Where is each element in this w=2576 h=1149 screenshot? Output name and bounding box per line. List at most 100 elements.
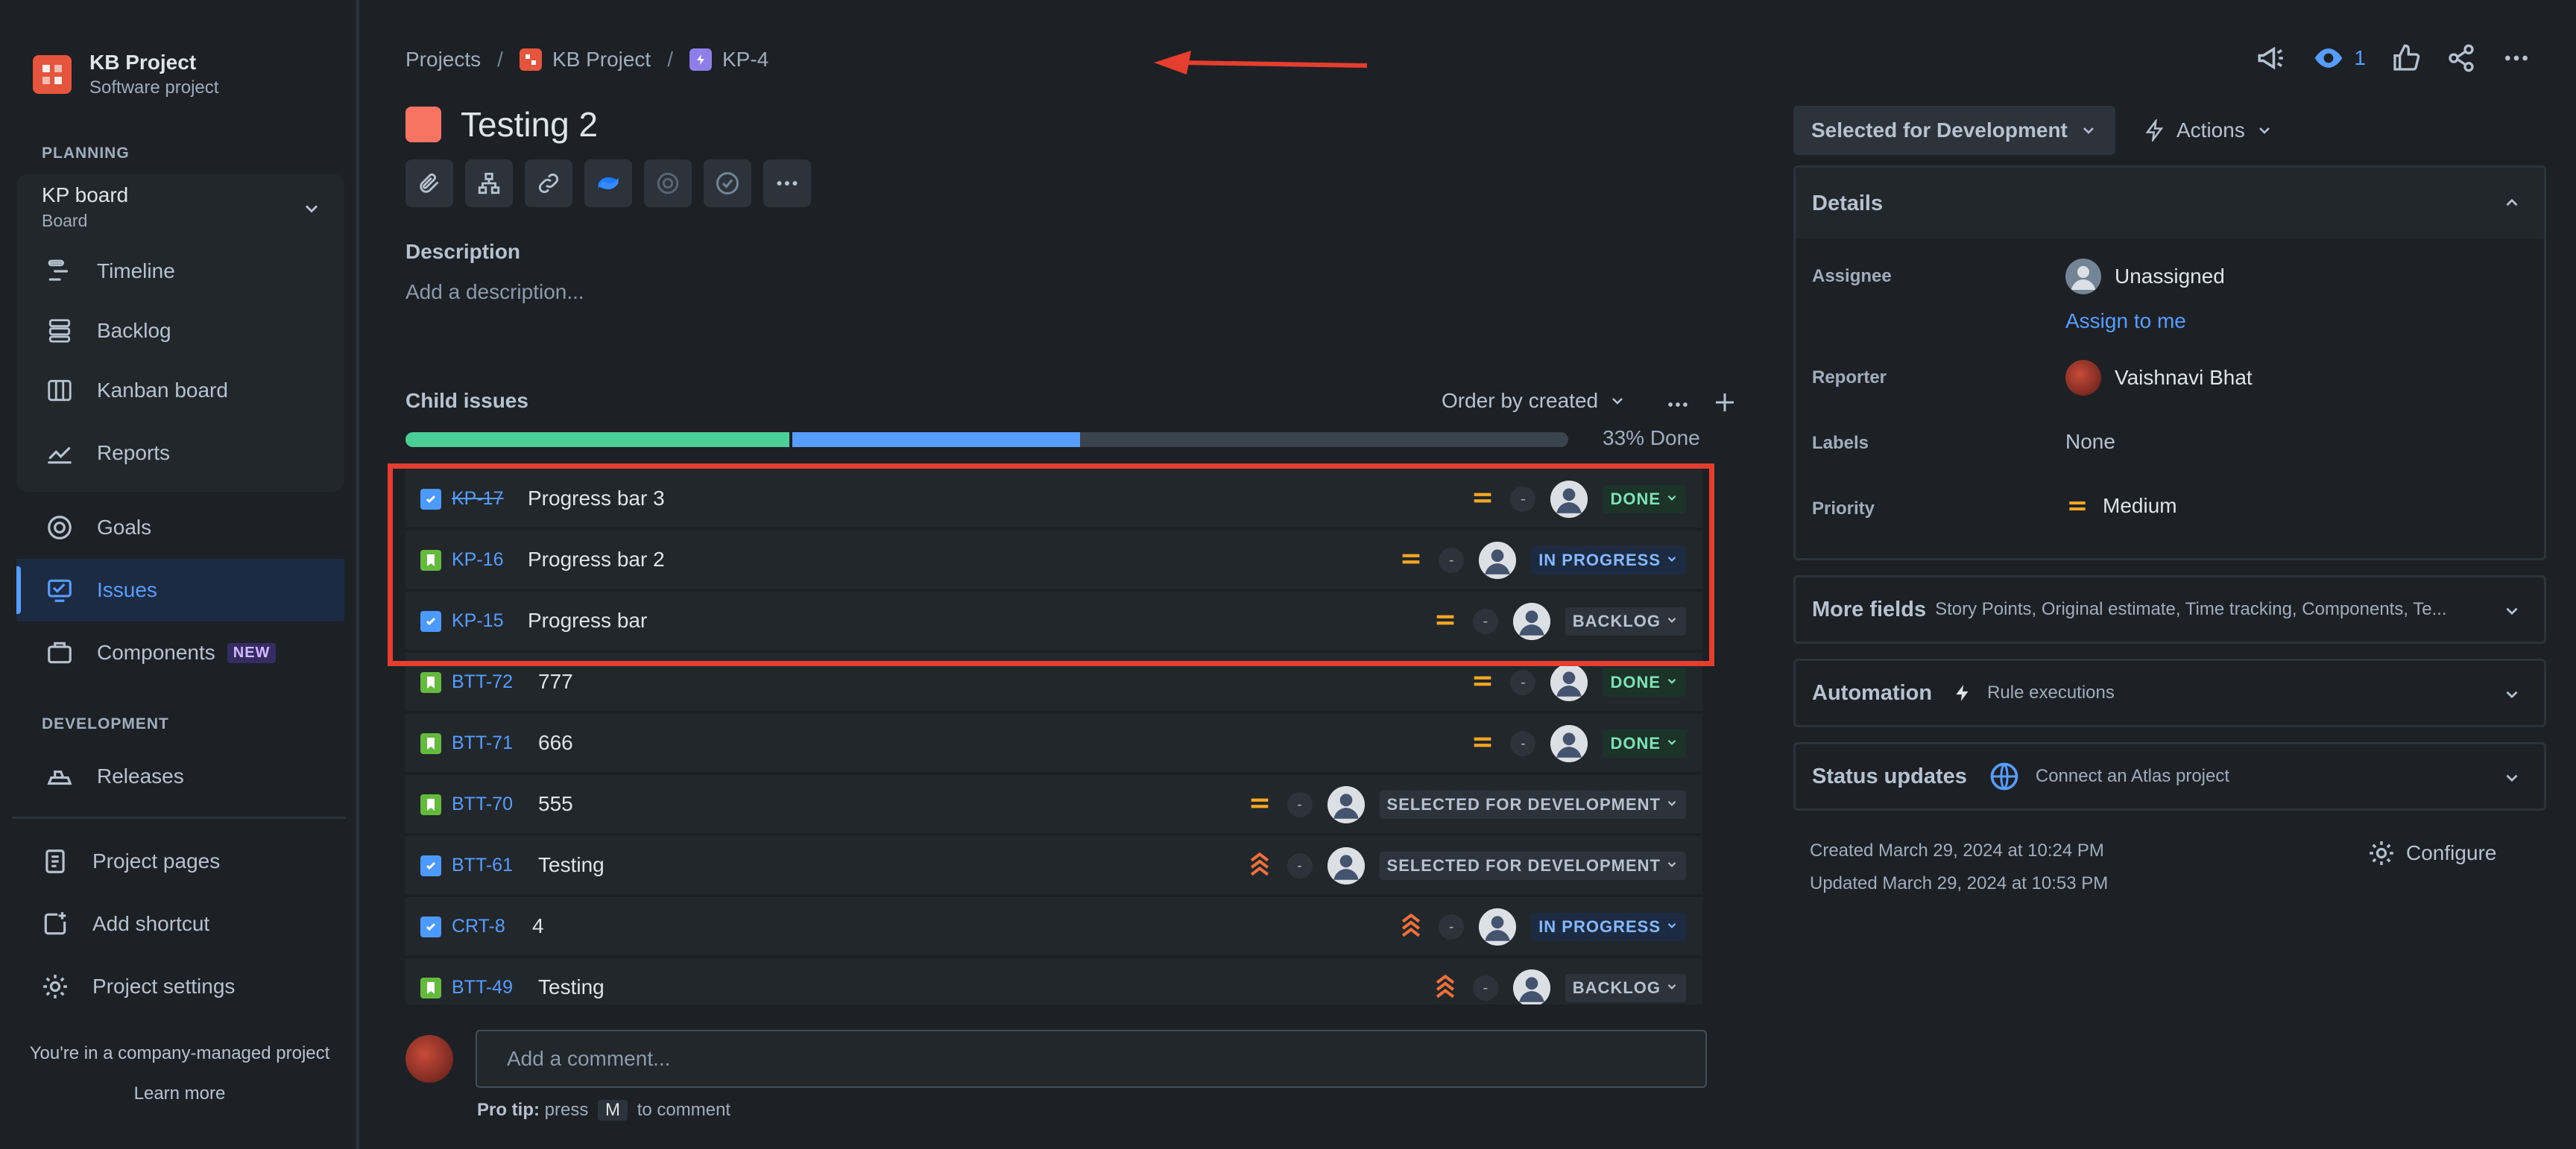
child-issue-row[interactable]: CRT-8 4 - IN PROGRESS <box>405 897 1702 957</box>
sidebar-item-issues[interactable]: Issues <box>16 559 344 621</box>
sidebar-item-components[interactable]: Components NEW <box>16 621 344 684</box>
attach-button[interactable] <box>405 159 453 207</box>
assignee-avatar[interactable] <box>1512 969 1550 1004</box>
status-lozenge[interactable]: DONE <box>1603 668 1686 697</box>
child-issue-row[interactable]: KP-15 Progress bar - BACKLOG <box>405 592 1702 651</box>
sidebar-item-timeline[interactable]: Timeline <box>16 240 344 303</box>
link-issue-button[interactable] <box>525 159 572 207</box>
child-issue-summary[interactable]: Progress bar 2 <box>528 548 665 571</box>
sidebar-item-goals[interactable]: Goals <box>16 496 344 559</box>
assignee-avatar[interactable] <box>1550 664 1588 701</box>
sidebar-item-add-shortcut[interactable]: Add shortcut <box>16 893 344 955</box>
more-icon[interactable] <box>1665 392 1690 417</box>
child-issue-row[interactable]: BTT-49 Testing - BACKLOG <box>405 958 1702 1004</box>
checklist-button[interactable] <box>704 159 751 207</box>
components-icon <box>43 636 76 669</box>
child-issue-key[interactable]: BTT-70 <box>452 793 513 814</box>
child-issue-row[interactable]: KP-16 Progress bar 2 - IN PROGRESS <box>405 531 1702 590</box>
assignee-avatar[interactable] <box>1550 481 1588 518</box>
status-lozenge[interactable]: IN PROGRESS <box>1531 913 1686 941</box>
comment-input[interactable]: Add a comment... <box>476 1030 1707 1088</box>
add-child-icon[interactable] <box>1711 389 1738 416</box>
child-issue-key[interactable]: BTT-49 <box>452 976 513 998</box>
breadcrumb-project[interactable]: KB Project <box>552 48 651 71</box>
sidebar-item-label: Issues <box>97 578 157 601</box>
child-issue-row[interactable]: BTT-61 Testing - SELECTED FOR DEVELOPMENT <box>405 836 1702 896</box>
more-icon <box>777 181 798 186</box>
child-issue-key[interactable]: BTT-72 <box>452 671 513 692</box>
child-issue-summary[interactable]: Testing <box>538 853 604 876</box>
assignee-avatar[interactable] <box>1327 847 1365 884</box>
child-issue-key[interactable]: KP-17 <box>452 487 504 509</box>
assignee-field[interactable]: Unassigned <box>2065 259 2225 294</box>
more-icon[interactable] <box>2501 43 2531 73</box>
child-issue-summary[interactable]: 777 <box>538 670 573 693</box>
priority-field[interactable]: Medium <box>2065 494 2177 518</box>
priority-medium-icon <box>1398 546 1424 575</box>
sidebar-item-project-settings[interactable]: Project settings <box>16 955 344 1018</box>
sidebar-item-reports[interactable]: Reports <box>16 422 344 484</box>
assignee-avatar[interactable] <box>1327 786 1365 823</box>
labels-value[interactable]: None <box>2065 430 2115 453</box>
add-child-button[interactable] <box>465 159 513 207</box>
child-issue-key[interactable]: BTT-61 <box>452 854 513 876</box>
actions-dropdown[interactable]: Actions <box>2144 106 2273 155</box>
assignee-avatar[interactable] <box>1512 603 1550 640</box>
description-input[interactable]: Add a description... <box>405 280 584 303</box>
reporter-label: Reporter <box>1812 367 1887 387</box>
assignee-avatar[interactable] <box>1479 542 1517 579</box>
status-dropdown[interactable]: Selected for Development <box>1793 106 2115 155</box>
share-icon[interactable] <box>2446 43 2476 73</box>
thumbs-up-icon[interactable] <box>2391 43 2421 73</box>
child-issue-summary[interactable]: 666 <box>538 731 573 754</box>
breadcrumb-projects[interactable]: Projects <box>405 48 482 71</box>
goal-button[interactable] <box>644 159 692 207</box>
reporter-field[interactable]: Vaishnavi Bhat <box>2065 360 2253 396</box>
status-lozenge[interactable]: DONE <box>1603 485 1686 513</box>
child-issue-row[interactable]: KP-17 Progress bar 3 - DONE <box>405 469 1702 529</box>
details-header[interactable]: Details <box>1796 168 2544 239</box>
status-lozenge[interactable]: BACKLOG <box>1565 607 1686 636</box>
automation-panel[interactable]: Automation Rule executions <box>1793 659 2546 727</box>
child-issue-key[interactable]: KP-16 <box>452 548 504 570</box>
sidebar-item-releases[interactable]: Releases <box>16 745 344 808</box>
child-issue-summary[interactable]: Progress bar 3 <box>528 487 665 510</box>
status-lozenge[interactable]: IN PROGRESS <box>1531 546 1686 574</box>
child-issue-row[interactable]: BTT-72 777 - DONE <box>405 653 1702 712</box>
sidebar-item-project-pages[interactable]: Project pages <box>16 830 344 893</box>
configure-button[interactable]: Configure <box>2367 839 2496 867</box>
child-issue-row[interactable]: BTT-71 666 - DONE <box>405 714 1702 773</box>
status-lozenge[interactable]: SELECTED FOR DEVELOPMENT <box>1379 852 1686 880</box>
more-fields-panel[interactable]: More fields Story Points, Original estim… <box>1793 575 2546 644</box>
status-updates-panel[interactable]: Status updates Connect an Atlas project <box>1793 742 2546 811</box>
project-header[interactable]: KB Project Software project <box>33 49 218 100</box>
sidebar-item-backlog[interactable]: Backlog <box>16 300 344 362</box>
priority-value: Medium <box>2103 494 2177 517</box>
learn-more-link[interactable]: Learn more <box>133 1083 226 1104</box>
child-issue-key[interactable]: BTT-71 <box>452 732 513 753</box>
assignee-avatar[interactable] <box>1550 725 1588 762</box>
child-issue-summary[interactable]: 555 <box>538 792 573 815</box>
status-lozenge[interactable]: BACKLOG <box>1565 974 1686 1002</box>
breadcrumb-issue-key[interactable]: KP-4 <box>722 48 769 71</box>
child-issue-summary[interactable]: Testing <box>538 975 604 998</box>
child-issue-summary[interactable]: 4 <box>532 914 544 937</box>
child-issue-key[interactable]: CRT-8 <box>452 915 505 937</box>
status-lozenge[interactable]: SELECTED FOR DEVELOPMENT <box>1379 791 1686 819</box>
assignee-avatar[interactable] <box>1479 908 1517 946</box>
more-actions-button[interactable] <box>763 159 811 207</box>
releases-icon <box>43 760 76 793</box>
assign-to-me-link[interactable]: Assign to me <box>2065 309 2186 332</box>
megaphone-icon[interactable] <box>2255 42 2287 74</box>
sidebar-item-kanban-board[interactable]: Kanban board <box>16 359 344 422</box>
epic-icon <box>689 48 712 71</box>
child-issue-summary[interactable]: Progress bar <box>528 609 648 632</box>
watch-button[interactable]: 1 <box>2312 42 2366 75</box>
status-lozenge[interactable]: DONE <box>1603 729 1686 758</box>
issue-title[interactable]: Testing 2 <box>405 104 598 145</box>
board-selector[interactable]: KP board Board <box>42 182 329 238</box>
order-by-dropdown[interactable]: Order by created <box>1442 389 1626 413</box>
child-issue-key[interactable]: KP-15 <box>452 610 504 631</box>
confluence-button[interactable] <box>584 159 632 207</box>
child-issue-row[interactable]: BTT-70 555 - SELECTED FOR DEVELOPMENT <box>405 775 1702 835</box>
